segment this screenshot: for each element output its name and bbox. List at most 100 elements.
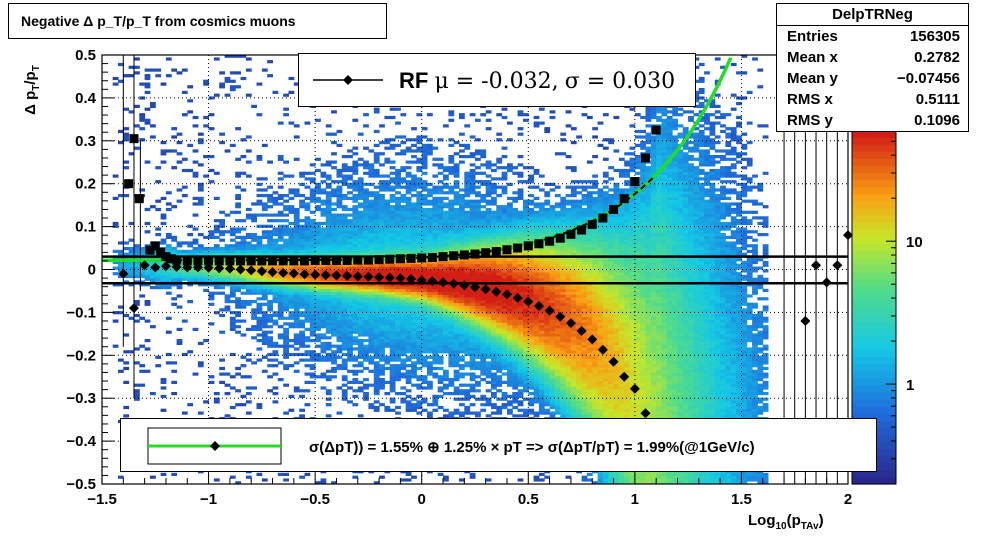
heatmap-bin <box>448 330 455 334</box>
heatmap-bin <box>293 347 300 351</box>
heatmap-bin <box>421 210 428 214</box>
heatmap-bin <box>336 196 343 200</box>
heatmap-bin <box>213 311 220 315</box>
heatmap-bin <box>357 205 364 209</box>
heatmap-bin <box>496 260 503 265</box>
heatmap-bin <box>538 258 545 262</box>
heatmap-bin <box>118 79 124 83</box>
heatmap-bin <box>496 238 503 242</box>
heatmap-bin <box>235 252 241 256</box>
heatmap-bin <box>261 272 268 276</box>
heatmap-bin <box>464 143 471 147</box>
heatmap-bin <box>352 180 359 184</box>
heatmap-bin <box>288 286 295 290</box>
heatmap-bin <box>352 364 359 368</box>
heatmap-bin <box>523 288 529 292</box>
heatmap-bin <box>352 160 359 164</box>
heatmap-bin <box>320 163 327 167</box>
heatmap-bin <box>528 180 535 184</box>
heatmap-bin <box>336 174 343 178</box>
heatmap-bin <box>459 149 465 153</box>
heatmap-bin <box>134 392 140 396</box>
heatmap-bin <box>507 408 513 412</box>
heatmap-bin <box>400 327 407 331</box>
heatmap-bin <box>517 319 524 323</box>
heatmap-bin <box>464 266 471 270</box>
heatmap-bin <box>501 308 508 312</box>
heatmap-bin <box>309 308 316 312</box>
heatmap-bin <box>235 171 241 175</box>
heatmap-bin <box>379 263 385 267</box>
heatmap-bin <box>347 308 353 312</box>
heatmap-bin <box>373 325 380 329</box>
heatmap-bin <box>181 319 188 323</box>
heatmap-bin <box>464 330 471 334</box>
heatmap-bin <box>459 355 465 359</box>
heatmap-bin <box>507 168 513 173</box>
heatmap-bin <box>118 249 124 253</box>
heatmap-bin <box>485 199 492 203</box>
heatmap-bin <box>176 152 183 156</box>
heatmap-bin <box>277 238 284 242</box>
heatmap-bin <box>453 141 460 145</box>
heatmap-bin <box>352 152 359 156</box>
heatmap-bin <box>368 233 375 237</box>
heatmap-bin <box>459 327 465 331</box>
heatmap-bin <box>160 238 167 242</box>
heatmap-bin <box>389 194 396 198</box>
heatmap-bin <box>256 213 263 217</box>
heatmap-bin <box>421 305 428 309</box>
heatmap-bin <box>261 311 268 315</box>
heatmap-bin <box>325 352 332 357</box>
heatmap-bin <box>517 364 524 368</box>
heatmap-bin <box>416 138 423 142</box>
heatmap-bin <box>427 305 433 309</box>
heatmap-bin <box>411 194 417 198</box>
heatmap-bin <box>341 244 348 248</box>
heatmap-bin <box>501 394 508 398</box>
heatmap-bin <box>123 132 130 136</box>
heatmap-bin <box>448 191 455 195</box>
heatmap-bin <box>261 369 268 373</box>
heatmap-bin <box>283 283 289 287</box>
heatmap-bin <box>299 277 305 281</box>
heatmap-bin <box>491 305 497 309</box>
heatmap-bin <box>448 244 455 248</box>
heatmap-bin <box>299 408 305 412</box>
heatmap-bin <box>464 263 471 267</box>
heatmap-bin <box>293 319 300 323</box>
heatmap-bin <box>379 238 385 242</box>
heatmap-bin <box>368 202 375 206</box>
heatmap-bin <box>491 260 497 265</box>
heatmap-bin <box>256 202 263 206</box>
heatmap-bin <box>368 168 375 173</box>
heatmap-bin <box>469 350 476 354</box>
heatmap-bin <box>261 291 268 295</box>
heatmap-bin <box>272 358 279 362</box>
heatmap-bin <box>320 481 327 485</box>
heatmap-bin <box>309 297 316 301</box>
heatmap-bin <box>432 316 439 320</box>
heatmap-bin <box>363 196 369 200</box>
heatmap-bin <box>469 235 476 239</box>
heatmap-bin <box>528 313 535 318</box>
heatmap-bin <box>475 221 481 226</box>
heatmap-bin <box>395 355 401 359</box>
heatmap-bin <box>352 241 359 245</box>
heatmap-bin <box>507 394 513 398</box>
heatmap-bin <box>427 194 433 198</box>
heatmap-bin <box>485 283 492 287</box>
heatmap-bin <box>123 135 130 139</box>
heatmap-bin <box>421 263 428 267</box>
heatmap-bin <box>331 132 337 136</box>
heatmap-bin <box>485 219 492 223</box>
heatmap-bin <box>528 288 535 292</box>
heatmap-bin <box>411 475 417 479</box>
heatmap-bin <box>411 355 417 359</box>
heatmap-bin <box>405 305 412 309</box>
heatmap-bin <box>277 252 284 256</box>
heatmap-bin <box>219 308 225 312</box>
heatmap-bin <box>538 316 545 320</box>
heatmap-bin <box>315 221 321 226</box>
heatmap-bin <box>293 227 300 231</box>
